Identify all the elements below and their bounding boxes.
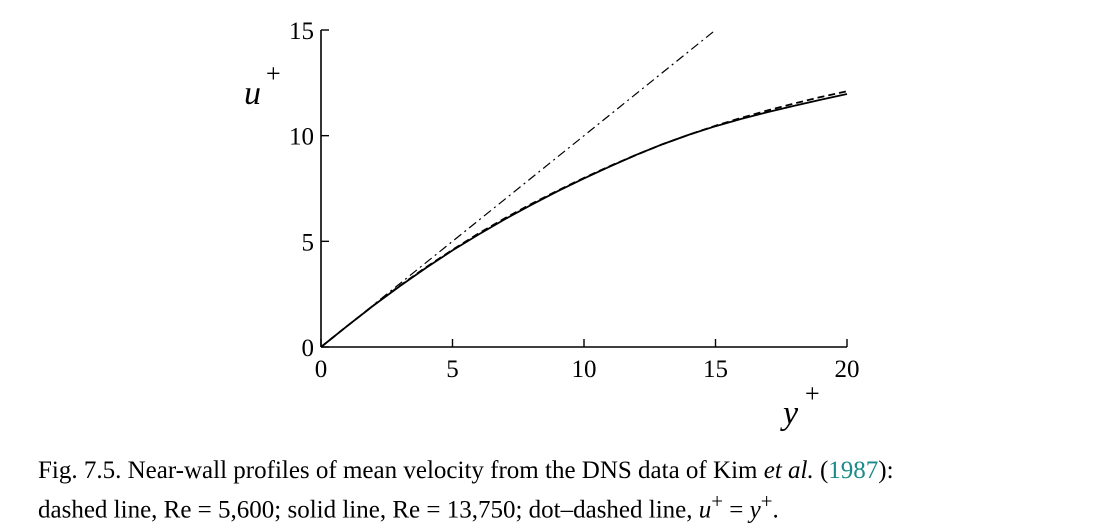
- caption-line-1: Fig. 7.5. Near-wall profiles of mean vel…: [38, 455, 1088, 486]
- y-axis-label-sup: +: [266, 59, 281, 88]
- series-line-dashdot: [320, 29, 716, 348]
- caption-y-sup: +: [760, 489, 773, 513]
- y-tick-label: 10: [289, 124, 314, 151]
- y-tick-label: 0: [302, 335, 315, 362]
- caption-open: (: [813, 457, 829, 484]
- x-axis-label: y: [780, 395, 799, 432]
- x-tick-label: 10: [572, 356, 597, 383]
- figure-caption: Fig. 7.5. Near-wall profiles of mean vel…: [38, 455, 1088, 525]
- caption-close: ):: [878, 457, 894, 484]
- caption-line-2: dashed line, Re = 5,600; solid line, Re …: [38, 486, 1088, 525]
- caption-end: .: [772, 496, 779, 524]
- caption-y: y: [749, 496, 761, 524]
- x-tick-label: 5: [446, 356, 459, 383]
- axes: [320, 30, 847, 348]
- axis-labels: u + y +: [244, 59, 820, 432]
- y-axis-label: u: [244, 75, 261, 112]
- ticks: 0 5 10 15 20 0 5 10 15: [289, 18, 860, 383]
- caption-text: Fig. 7.5. Near-wall profiles of mean vel…: [38, 457, 764, 484]
- x-axis-label-sup: +: [805, 379, 820, 408]
- caption-u-sup: +: [711, 489, 724, 513]
- series: [320, 29, 848, 348]
- series-line-solid: [320, 93, 848, 348]
- series-line-dashed: [320, 90, 848, 348]
- chart: 0 5 10 15 20 0 5 10 15 u + y +: [244, 18, 860, 432]
- x-tick-label: 15: [703, 356, 728, 383]
- caption-etal: et al.: [763, 457, 814, 484]
- caption-u: u: [698, 496, 712, 524]
- x-tick-label: 20: [835, 356, 860, 383]
- y-tick-label: 15: [289, 18, 314, 45]
- y-tick-label: 5: [302, 229, 315, 256]
- citation-link[interactable]: 1987: [828, 457, 879, 484]
- caption-text-2: dashed line, Re = 5,600; solid line, Re …: [38, 496, 699, 524]
- caption-eq: =: [723, 496, 750, 524]
- x-tick-label: 0: [315, 356, 328, 383]
